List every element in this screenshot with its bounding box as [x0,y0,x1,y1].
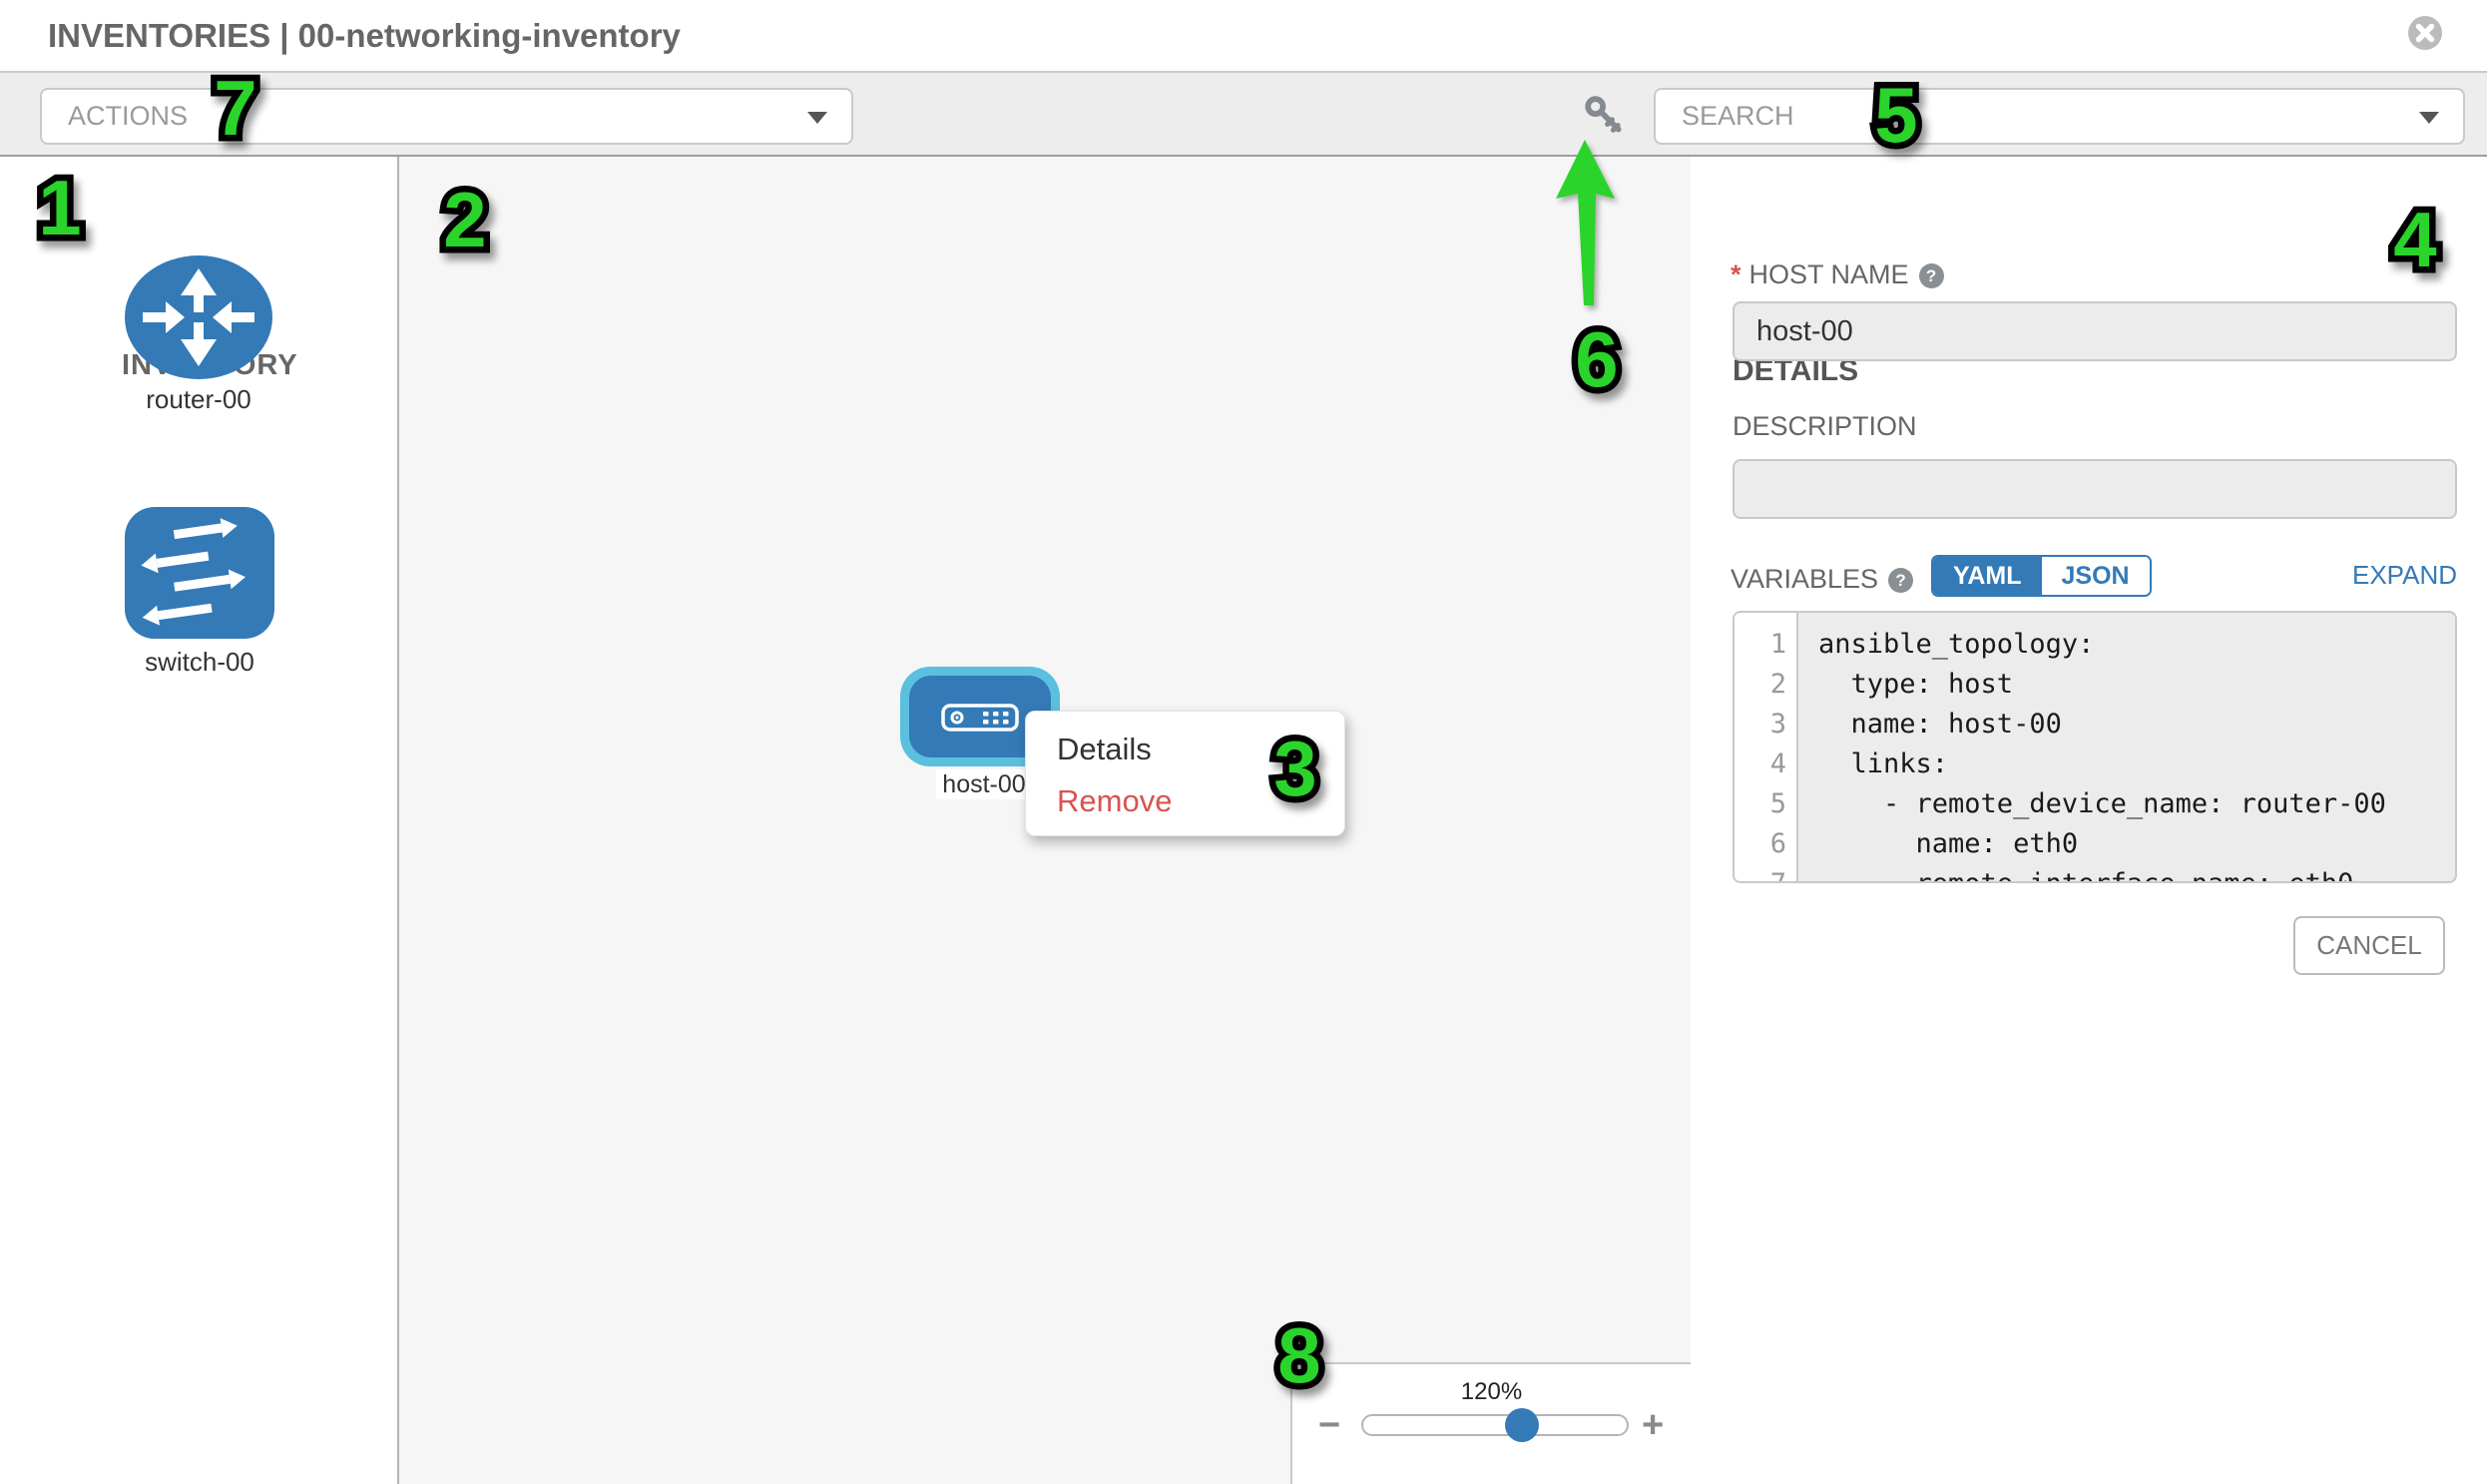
required-asterisk: * [1731,259,1741,289]
toolbar: ACTIONS SEARCH [0,73,2487,216]
host-name-label: HOST NAME [1748,259,1909,289]
switch-arrows-icon [141,518,247,626]
line-number: 6 [1769,828,1786,859]
host-name-label-row: * HOST NAME? [1731,259,1944,290]
expand-link[interactable]: EXPAND [2352,560,2457,590]
host-name-input[interactable] [1733,301,2457,361]
line-number: 1 [1769,629,1786,660]
variables-code-editor[interactable]: 1 ansible_topology: 2 type: host 3 name:… [1733,611,2457,883]
toggle-yaml[interactable]: YAML [1933,557,2042,595]
line-number: 4 [1769,748,1786,779]
help-icon[interactable]: ? [1888,568,1914,594]
line-number: 2 [1769,669,1786,700]
toggle-json[interactable]: JSON [2041,557,2150,595]
actions-placeholder: ACTIONS [68,101,189,131]
router-arrows-icon [143,268,254,366]
variables-format-toggle: YAML JSON [1931,555,2152,597]
cancel-button[interactable]: CANCEL [2293,916,2445,975]
details-panel: DETAILS *HOST NAME? DESCRIPTION VARIABLE… [1691,157,2487,1484]
line-number: 7 [1735,864,1786,881]
palette-item-label: switch-00 [145,647,254,677]
variables-label: VARIABLES [1731,564,1879,594]
line-number: 5 [1769,788,1786,819]
menu-item-details[interactable]: Details [1057,732,1152,766]
actions-dropdown[interactable]: ACTIONS [40,88,853,145]
code-text: type: host [1818,669,2014,700]
search-dropdown[interactable]: SEARCH [1654,88,2465,145]
server-icon [941,704,1019,732]
code-text: name: host-00 [1818,709,2062,740]
chevron-down-icon [2419,112,2439,124]
host-node-label: host-00 [936,769,1032,799]
key-icon[interactable] [1583,95,1629,139]
zoom-slider-thumb[interactable] [1505,1408,1539,1442]
palette-item-label: router-00 [146,384,251,414]
zoom-level-value: 120% [1460,1378,1523,1405]
variables-label-row: VARIABLES? [1731,564,1914,595]
zoom-widget: 120% − + [1290,1362,1691,1484]
code-text: - remote_device_name: router-00 [1818,788,2386,819]
code-text: remote_interface_name: eth0 [1818,864,2354,881]
palette-item-router[interactable] [125,254,272,380]
zoom-out-button[interactable]: − [1318,1404,1341,1446]
node-context-menu: Details Remove [1025,711,1345,836]
description-input[interactable] [1733,459,2457,519]
page-title: INVENTORIES | 00-networking-inventory [48,17,681,54]
palette-item-switch[interactable] [125,507,274,639]
close-icon[interactable] [2407,15,2443,51]
code-text: name: eth0 [1818,828,2079,859]
topology-canvas[interactable]: host-00 Details Remove 120% − + [399,157,1691,1484]
code-text: links: [1818,748,1949,779]
search-placeholder: SEARCH [1682,101,1794,131]
code-text: ansible_topology: [1818,629,2095,660]
description-label: DESCRIPTION [1733,411,1917,441]
line-number: 3 [1769,709,1786,740]
chevron-down-icon [807,112,827,124]
header-bar: INVENTORIES | 00-networking-inventory [0,0,2487,73]
help-icon[interactable]: ? [1918,263,1944,289]
zoom-slider-track[interactable] [1361,1414,1629,1436]
menu-item-remove[interactable]: Remove [1057,783,1173,818]
zoom-in-button[interactable]: + [1642,1404,1665,1446]
editor-gutter [1735,613,1798,881]
